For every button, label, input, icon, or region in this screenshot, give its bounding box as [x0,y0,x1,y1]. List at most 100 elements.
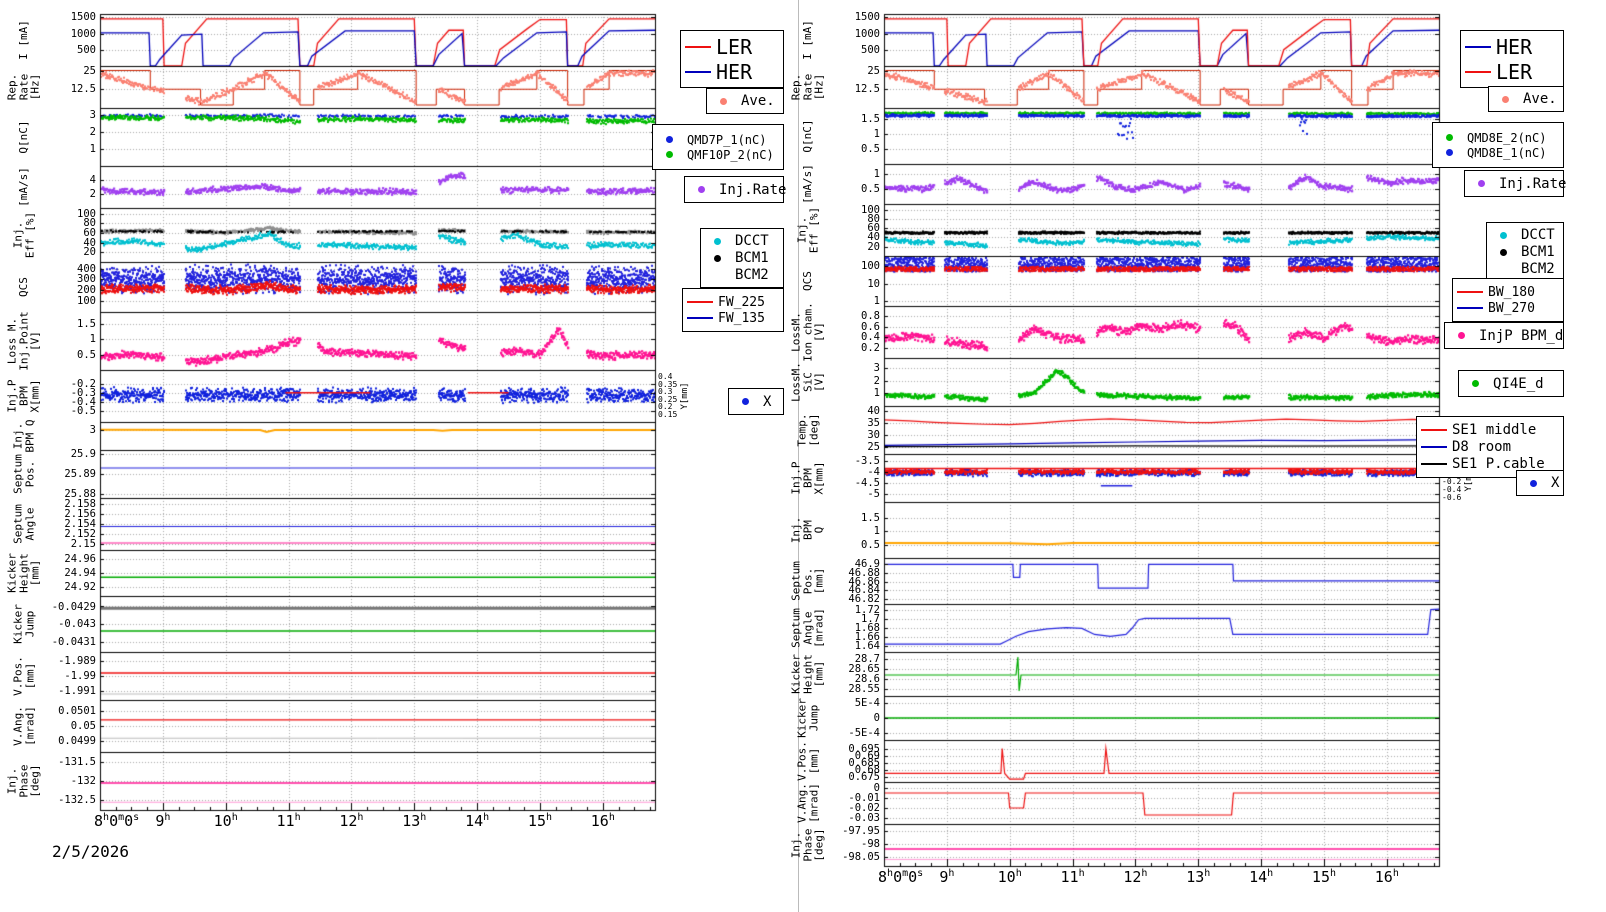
y-axis-label: Q[nC] [17,120,31,154]
legend-item-label: HER [1496,34,1533,59]
y-tick-label: 80 [83,217,96,230]
legend-item: HER [1465,35,1559,59]
legend-item-label: X [763,393,772,410]
legend-line-marker-icon [685,45,711,48]
legend-dot-marker-icon [714,254,721,262]
x-tick-value: 0 [109,812,119,830]
panel-divider [798,0,799,912]
right-y-tick-label: 0.25 [658,394,678,404]
legend-item: HER [685,60,779,84]
y-axis-label: Septum Angle [mrad] [789,608,826,648]
legend-item: DCCT [705,233,779,249]
legend-box: DCCT BCM1 BCM2 [700,228,784,288]
legend-item: X [1521,475,1559,491]
x-tick-unit-sup: h [294,812,301,823]
legend-dot-marker-icon [1500,248,1507,256]
y-axis-label: Inj. Eff [%] [11,211,36,259]
x-tick-value: 14 [465,812,484,830]
legend-item-label: HER [716,59,753,84]
x-tick-label: 15h [528,812,552,830]
legend-item-label: LER [716,34,753,59]
y-tick-label: 1.64 [854,640,880,653]
y-tick-label: 5E-4 [854,697,880,710]
legend-box: BW_180 BW_270 [1452,278,1564,322]
y-tick-label: 1.68 [854,622,880,634]
y-tick-label: 0.05 [70,720,96,732]
y-tick-label: 100 [77,295,96,308]
y-tick-label: 1 [873,168,880,181]
legend-dot-marker-icon [742,398,749,405]
legend-item-label: Ave. [1523,91,1557,107]
legend-box: HER LER [1460,30,1564,88]
x-tick-unit-sup: h [1392,868,1399,879]
x-tick-label: 16h [1375,868,1399,886]
x-tick-label: 11h [277,812,301,830]
y-tick-label: 60 [867,222,880,235]
y-tick-label: -0.0429 [51,600,96,613]
y-tick-label: -4 [867,465,880,478]
legend-item: QMD7P_1(nC) [657,133,779,147]
y-tick-label: 0.0499 [58,735,96,748]
legend-line-marker-icon [1421,446,1447,448]
x-tick-value: 0 [908,868,918,886]
legend-line-marker-icon [1421,429,1447,431]
x-tick-value: 15 [1311,868,1330,886]
y-tick-label: 1000 [854,27,880,40]
legend-item-label: SE1 P.cable [1452,456,1545,472]
y-tick-label: 1.66 [854,631,880,644]
legend-item: QMD8E_2(nC) [1437,131,1559,145]
right-y-tick-label: 0.3 [658,387,673,397]
y-tick-label: 0.5 [861,538,880,551]
legend-box: X [1516,470,1564,496]
legend-line-marker-icon [687,301,713,303]
legend-item: FW_135 [687,311,779,326]
y-tick-label: 2.156 [64,508,96,520]
legend-item-label: SE1 middle [1452,422,1537,438]
legend-item: QI4E_d [1463,376,1559,392]
y-tick-label: 3 [89,424,96,436]
y-tick-label: 25.88 [64,488,96,500]
x-tick-value: 15 [527,812,546,830]
y-tick-label: 300 [77,273,96,286]
legend-item: DCCT [1491,227,1559,243]
y-tick-label: -5 [867,488,880,501]
y-axis-label: I [mA] [17,20,31,60]
legend-line-marker-icon [1457,307,1483,309]
x-tick-value: 16 [590,812,609,830]
x-tick-label: 8h0m0s [94,812,139,830]
legend-item: QMD8E_1(nC) [1437,146,1559,160]
y-tick-label: 0.4 [861,331,880,344]
y-tick-label: 400 [77,262,96,275]
x-tick-unit-sup: h [103,812,110,823]
legend-box: SE1 middle D8 room SE1 P.cable [1416,416,1564,478]
legend-dot-marker-icon [666,151,673,158]
legend-item-label: QI4E_d [1493,375,1544,392]
y-tick-label: 25.9 [70,448,96,460]
date-label: 2/5/2026 [52,842,130,861]
right-y-tick-label: 0.4 [658,372,673,382]
y-tick-label: 1 [873,525,880,538]
y-tick-label: 60 [83,227,96,240]
legend-line-marker-icon [1465,70,1491,73]
legend-dot-marker-icon [1502,95,1509,103]
legend-box: Inj.Rate [684,176,786,203]
x-tick-unit-sup: s [133,812,140,823]
legend-item-label: DCCT [735,233,769,249]
legend-item-label: LER [1496,59,1533,84]
x-tick-unit-sup: h [1015,868,1022,879]
y-tick-label: 4 [89,174,96,186]
y-tick-label: -1.989 [58,655,96,667]
y-tick-label: 0.69 [854,749,880,762]
x-tick-value: 8 [94,812,104,830]
x-tick-unit-sup: h [231,812,238,823]
y-tick-label: 200 [77,284,96,297]
legend-item: LER [685,35,779,59]
legend-item-label: D8 room [1452,439,1512,455]
legend-item-label: FW_135 [718,310,765,326]
y-tick-label: 20 [867,240,880,253]
y-tick-label: 12.5 [70,83,96,96]
x-tick-unit-sup: h [1329,868,1337,879]
legend-item: BW_270 [1457,301,1559,316]
y-tick-label: 25 [867,440,880,453]
y-axis-label: Kicker Height [mm] [789,654,826,694]
